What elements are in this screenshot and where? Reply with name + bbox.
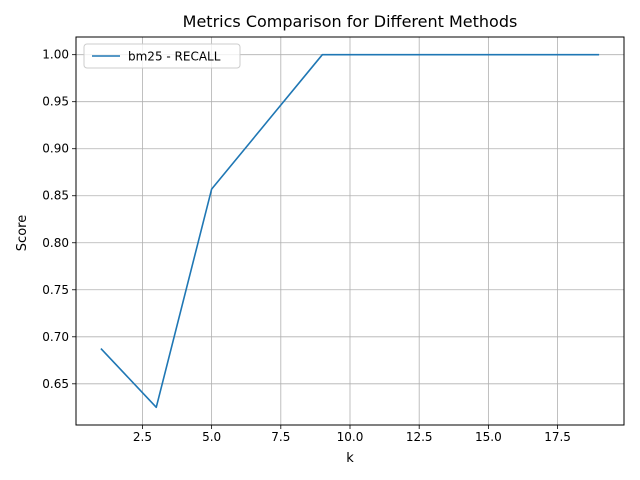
x-tick-label: 2.5 [133, 430, 152, 444]
y-tick-label: 0.85 [42, 189, 69, 203]
y-tick-label: 0.65 [42, 377, 69, 391]
x-axis-label: k [346, 451, 354, 466]
x-tick-label: 15.0 [475, 430, 502, 444]
y-tick-label: 0.75 [42, 283, 69, 297]
legend-box [83, 43, 241, 69]
legend-label: bm25 - RECALL [128, 50, 221, 64]
y-tick-label: 0.90 [42, 142, 69, 156]
x-tick-label: 10.0 [337, 430, 364, 444]
chart-title: Metrics Comparison for Different Methods [183, 12, 518, 31]
x-axis: 2.5 5.0 7.5 10.0 12.5 15.0 17.5 [133, 425, 571, 444]
y-tick-label: 0.95 [42, 95, 69, 109]
y-axis: 0.65 0.70 0.75 0.80 0.85 0.90 0.95 1.00 [42, 48, 76, 391]
y-tick-label: 0.70 [42, 330, 69, 344]
series-layer [100, 53, 600, 409]
x-tick-label: 5.0 [202, 430, 221, 444]
x-tick-label: 7.5 [271, 430, 290, 444]
grid-lines [76, 37, 624, 425]
x-tick-label: 17.5 [544, 430, 571, 444]
y-tick-label: 1.00 [42, 48, 69, 62]
series-line [100, 53, 600, 409]
y-axis-label: Score [15, 215, 30, 251]
y-tick-label: 0.80 [42, 236, 69, 250]
x-tick-label: 12.5 [406, 430, 433, 444]
legend: bm25 - RECALL [83, 43, 241, 69]
